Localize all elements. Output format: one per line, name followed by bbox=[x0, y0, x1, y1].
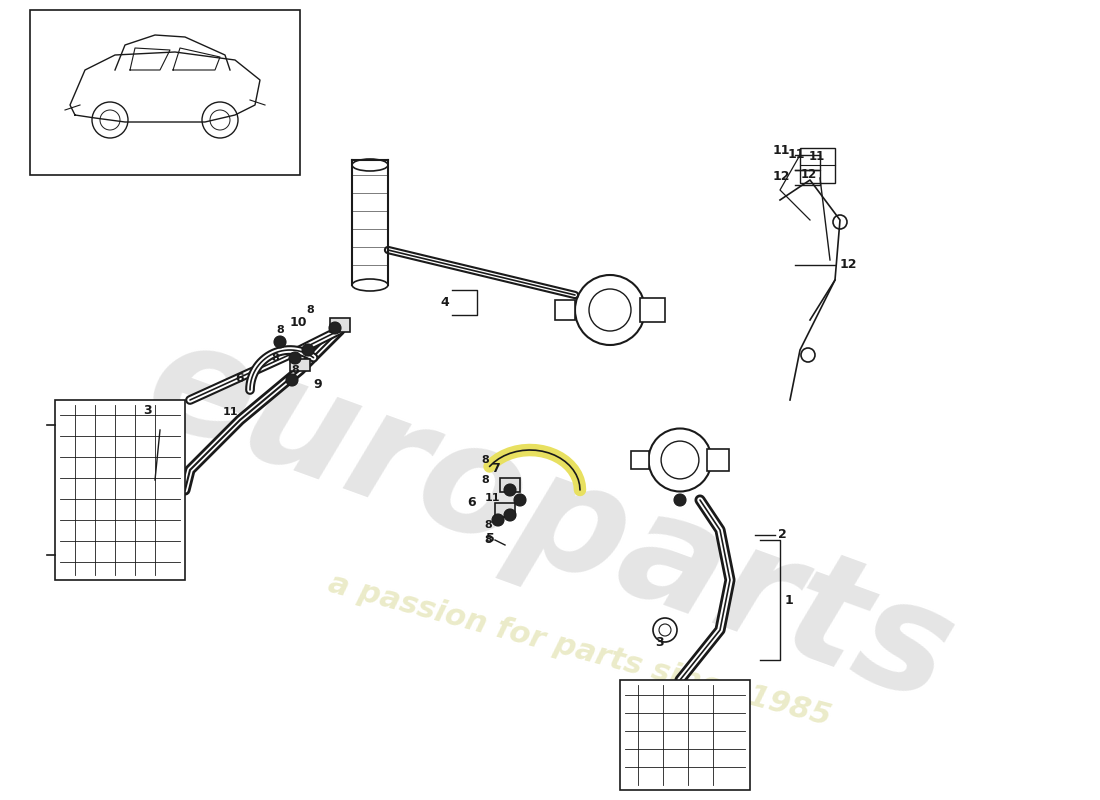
Circle shape bbox=[514, 494, 526, 506]
Bar bbox=[640, 298, 666, 322]
Bar bbox=[495, 503, 515, 517]
Circle shape bbox=[492, 514, 504, 526]
Bar bbox=[630, 451, 649, 469]
Bar bbox=[30, 10, 300, 175]
Bar bbox=[620, 680, 750, 790]
Bar bbox=[800, 148, 835, 183]
Text: 9: 9 bbox=[314, 378, 322, 391]
Text: 11: 11 bbox=[788, 149, 805, 162]
Circle shape bbox=[289, 352, 301, 364]
Text: 11: 11 bbox=[484, 493, 499, 503]
Text: 11: 11 bbox=[808, 150, 825, 162]
Bar bbox=[290, 359, 310, 371]
Bar bbox=[500, 478, 520, 492]
Text: 8: 8 bbox=[292, 365, 299, 375]
Text: 8: 8 bbox=[481, 475, 488, 485]
Circle shape bbox=[302, 344, 313, 356]
Circle shape bbox=[674, 494, 686, 506]
Text: 2: 2 bbox=[778, 529, 786, 542]
Text: 8: 8 bbox=[306, 305, 313, 315]
Text: a passion for parts since 1985: a passion for parts since 1985 bbox=[326, 569, 835, 731]
Text: 8: 8 bbox=[271, 353, 279, 363]
Text: 12: 12 bbox=[840, 258, 858, 271]
Text: 6: 6 bbox=[235, 371, 244, 385]
Bar bbox=[706, 450, 729, 470]
Circle shape bbox=[286, 374, 298, 386]
Text: 11: 11 bbox=[772, 143, 790, 157]
Bar bbox=[556, 300, 575, 320]
Text: 1: 1 bbox=[785, 594, 794, 606]
Bar bbox=[330, 318, 350, 332]
Text: 3: 3 bbox=[656, 635, 664, 649]
Circle shape bbox=[504, 484, 516, 496]
Text: 11: 11 bbox=[222, 407, 238, 417]
Text: 8: 8 bbox=[484, 535, 492, 545]
Text: 6: 6 bbox=[468, 497, 476, 510]
Text: 12: 12 bbox=[801, 167, 817, 181]
Circle shape bbox=[274, 336, 286, 348]
Circle shape bbox=[504, 509, 516, 521]
Text: 4: 4 bbox=[440, 295, 449, 309]
Text: 8: 8 bbox=[484, 520, 492, 530]
Bar bbox=[55, 400, 185, 580]
Text: 8: 8 bbox=[481, 455, 488, 465]
Text: 8: 8 bbox=[276, 325, 284, 335]
Text: 12: 12 bbox=[772, 170, 790, 183]
Circle shape bbox=[329, 322, 341, 334]
Text: 3: 3 bbox=[144, 403, 152, 417]
Text: europarts: europarts bbox=[128, 306, 972, 734]
Text: 10: 10 bbox=[289, 315, 307, 329]
Text: 7: 7 bbox=[491, 462, 499, 474]
Text: 5: 5 bbox=[485, 531, 494, 545]
